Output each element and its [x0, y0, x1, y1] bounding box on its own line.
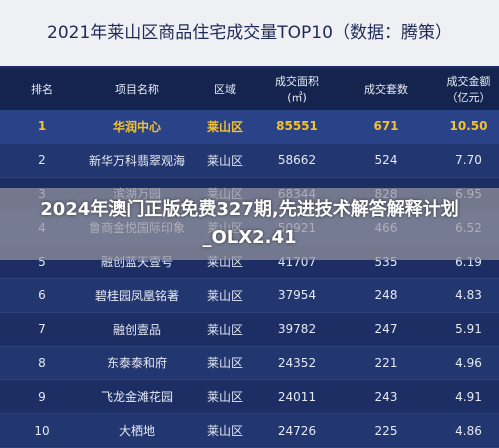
- table-cell: 4.91: [455, 389, 482, 404]
- table-cell: 37954: [277, 288, 317, 303]
- header-cell: 项目名称: [84, 68, 190, 110]
- table-cell: 新华万科翡翠观海: [88, 153, 185, 168]
- header-text: 排名: [31, 83, 53, 96]
- table-cell: 东泰泰和府: [106, 356, 167, 371]
- table-cell: 24011: [277, 389, 317, 404]
- table-cell: 243: [374, 389, 398, 404]
- header-text: （亿元）: [446, 91, 491, 104]
- table-cell: 大栖地: [118, 424, 155, 439]
- table-cell: 225: [374, 423, 398, 438]
- table-cell: 8: [38, 355, 46, 370]
- table-cell: 莱山区: [206, 153, 243, 168]
- table-header: 排名 项目名称 区域 成交面积 (㎡) 成交套数 成交金额 （亿元）: [0, 68, 499, 110]
- header-cell: 成交金额 （亿元）: [438, 68, 499, 110]
- header-text: 成交套数: [364, 83, 408, 96]
- table-cell: 莱山区: [206, 322, 243, 337]
- table-cell: 莱山区: [206, 424, 243, 439]
- header-text: 成交面积: [275, 75, 319, 88]
- table-cell: 莱山区: [206, 288, 243, 303]
- table-row: 6 碧桂园凤凰铭著 莱山区 37954 248 4.83: [0, 279, 499, 313]
- table-cell: 4.86: [455, 423, 482, 438]
- table-cell: 碧桂园凤凰铭著: [94, 288, 179, 303]
- table-cell: 247: [374, 322, 398, 337]
- table-cell: 10.50: [449, 119, 488, 134]
- table-cell: 248: [374, 288, 398, 303]
- table-cell: 221: [374, 355, 398, 370]
- table-cell: 1: [37, 119, 47, 134]
- table-row: 7 融创壹品 莱山区 39782 247 5.91: [0, 312, 499, 347]
- table-row: 1 华润中心 莱山区 85551 671 10.50: [0, 110, 499, 144]
- table-cell: 6: [38, 288, 46, 303]
- table-cell: 莱山区: [206, 356, 243, 371]
- table-row: 8 东泰泰和府 莱山区 24352 221 4.96: [0, 346, 499, 381]
- header-cell: 区域: [190, 68, 260, 110]
- header-cell: 排名: [0, 68, 84, 110]
- table-cell: 飞龙金滩花园: [100, 390, 173, 405]
- table-cell: 85551: [276, 119, 318, 134]
- table-cell: 4.96: [455, 355, 482, 370]
- table-cell: 莱山区: [206, 390, 243, 405]
- header-text: 区域: [214, 83, 236, 96]
- header-cell: 成交套数: [334, 68, 438, 110]
- table-cell: 4.83: [455, 288, 482, 303]
- table-cell: 华润中心: [112, 119, 161, 134]
- table-row: 10 大栖地 莱山区 24726 225 4.86: [0, 414, 499, 448]
- table-cell: 融创壹品: [112, 322, 161, 337]
- table-cell: 7: [38, 322, 46, 337]
- table-cell: 5.91: [455, 322, 482, 337]
- header-cell: 成交面积 (㎡): [260, 68, 334, 110]
- overlay-banner: 2024年澳门正版免费327期,先进技术解答解释计划_OLX2.41: [0, 188, 499, 260]
- table-cell: 5: [38, 254, 46, 269]
- table-cell: 24726: [277, 423, 317, 438]
- table-cell: 9: [38, 389, 46, 404]
- table-cell: 39782: [277, 322, 317, 337]
- table-cell: 10: [34, 423, 50, 438]
- table-cell: 2: [38, 153, 46, 168]
- table-cell: 24352: [277, 355, 317, 370]
- header-text: (㎡): [287, 91, 307, 104]
- table-cell: 莱山区: [206, 119, 243, 134]
- table-cell: 524: [374, 153, 398, 168]
- header-text: 成交金额: [446, 75, 491, 88]
- table-row: 2 新华万科翡翠观海 莱山区 58662 524 7.70: [0, 143, 499, 178]
- table-cell: 671: [373, 119, 399, 134]
- table-cell: 58662: [277, 153, 317, 168]
- header-text: 项目名称: [115, 83, 159, 96]
- table-row: 9 飞龙金滩花园 莱山区 24011 243 4.91: [0, 380, 499, 415]
- table-cell: 7.70: [455, 153, 482, 168]
- title: 2021年莱山区商品住宅成交量TOP10（数据：腾策）: [0, 0, 499, 66]
